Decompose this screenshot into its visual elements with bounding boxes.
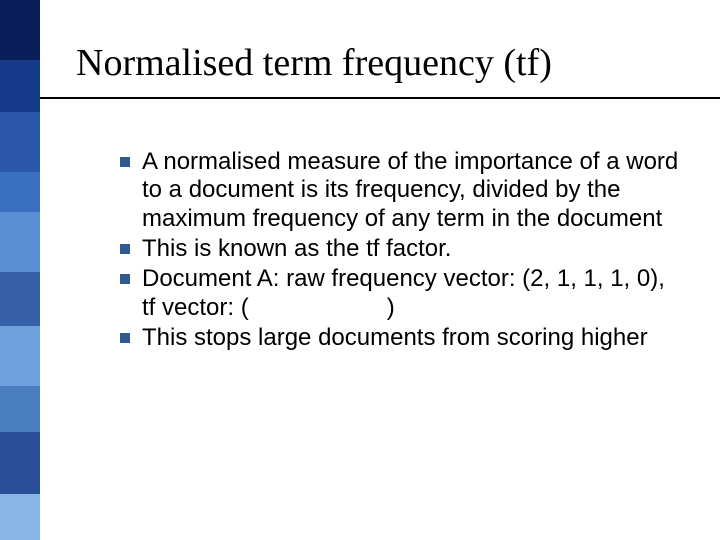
bullet-text: A normalised measure of the importance o…: [142, 148, 678, 232]
sidebar-block: [0, 112, 40, 172]
square-bullet-icon: [120, 333, 130, 343]
sidebar-block: [0, 432, 40, 494]
sidebar-block: [0, 172, 40, 212]
bullet-item: This is known as the tf factor.: [120, 235, 680, 263]
bullet-text-prefix: Document A: raw frequency vector: (2, 1,…: [142, 265, 665, 320]
sidebar-block: [0, 494, 40, 540]
bullet-text: This is known as the tf factor.: [142, 235, 451, 262]
sidebar-block: [0, 60, 40, 112]
bullet-item: Document A: raw frequency vector: (2, 1,…: [120, 265, 680, 322]
sidebar-block: [0, 386, 40, 432]
title-area: Normalised term frequency (tf): [76, 42, 676, 86]
sidebar-block: [0, 212, 40, 272]
bullet-item: This stops large documents from scoring …: [120, 324, 680, 352]
sidebar-block: [0, 326, 40, 386]
slide-title: Normalised term frequency (tf): [76, 42, 676, 86]
square-bullet-icon: [120, 157, 130, 167]
title-underline: [40, 97, 720, 99]
sidebar-block: [0, 272, 40, 326]
square-bullet-icon: [120, 274, 130, 284]
bullet-item: A normalised measure of the importance o…: [120, 148, 680, 233]
bullet-text-suffix: ): [387, 294, 395, 321]
bullet-text: This stops large documents from scoring …: [142, 324, 648, 351]
sidebar-block: [0, 0, 40, 60]
square-bullet-icon: [120, 244, 130, 254]
content-area: A normalised measure of the importance o…: [120, 148, 680, 354]
decorative-sidebar: [0, 0, 40, 540]
